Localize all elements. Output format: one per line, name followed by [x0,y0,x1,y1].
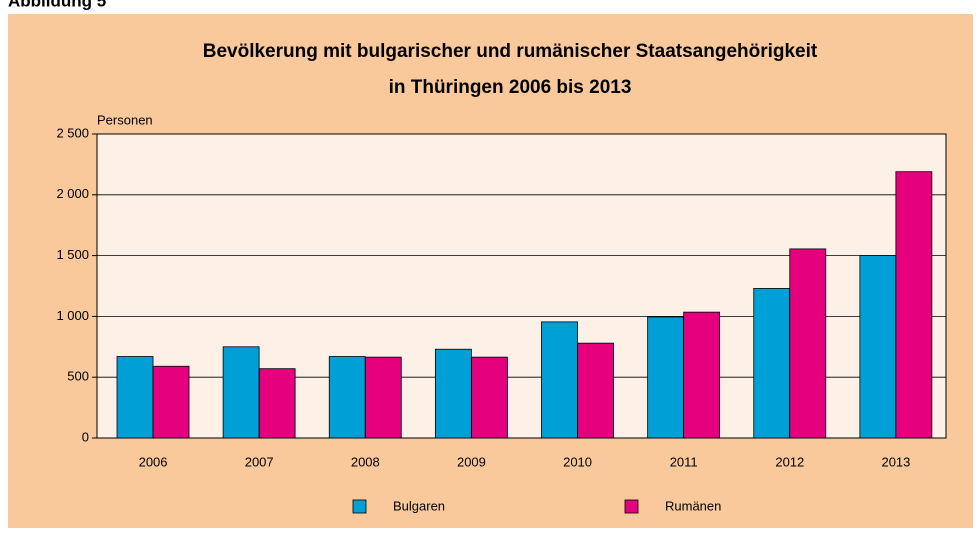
bar [541,321,578,439]
bar [647,316,685,439]
y-tick-label: 2 000 [56,186,89,201]
x-tick-label: 2012 [775,454,804,469]
x-tick-label: 2010 [563,454,592,469]
y-tick-label: 500 [67,369,89,384]
bar [222,346,260,439]
x-tick-label: 2006 [139,454,168,469]
bar [859,255,897,439]
bar [753,288,791,439]
y-tick-label: 1 000 [56,308,89,323]
bar [789,248,827,439]
legend-label: Rumänen [665,498,721,513]
chart-title: Bevölkerung mit bulgarischer und rumänis… [203,41,818,62]
bar [152,365,190,439]
bar [470,356,508,439]
y-axis-label: Personen [97,112,153,127]
bar [328,356,366,439]
chart-title: in Thüringen 2006 bis 2013 [389,77,632,98]
bar [258,368,296,439]
figure-label: Abbildung 5 [8,0,106,10]
x-tick-label: 2013 [881,454,910,469]
bar [116,356,154,439]
legend-swatch [352,499,367,514]
bar [895,171,933,439]
x-tick-label: 2009 [457,454,486,469]
x-tick-label: 2008 [351,454,380,469]
x-tick-label: 2007 [245,454,274,469]
legend-swatch [624,499,639,514]
bar [683,311,721,439]
bar [434,348,472,439]
y-tick-label: 0 [82,429,89,444]
bar [577,342,614,439]
x-tick-label: 2011 [670,454,698,469]
y-tick-label: 2 500 [56,125,89,140]
legend-label: Bulgaren [393,498,445,513]
y-tick-label: 1 500 [56,247,89,262]
bar [364,356,402,439]
